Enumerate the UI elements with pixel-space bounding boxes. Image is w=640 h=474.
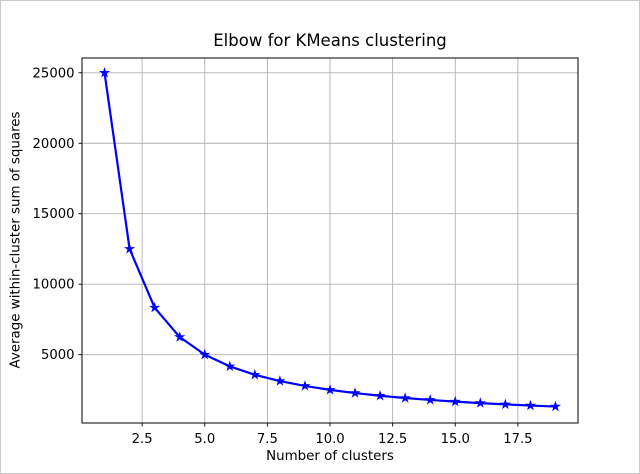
y-tick-label: 15000 (33, 207, 75, 222)
star-marker (349, 387, 361, 398)
star-marker (299, 380, 311, 391)
star-marker (174, 331, 186, 342)
star-marker (474, 397, 486, 408)
y-tick-labels: 5000 10000 15000 20000 25000 (33, 66, 75, 363)
x-tick-label: 12.5 (378, 432, 407, 447)
x-tick-label: 2.5 (132, 432, 153, 447)
star-marker (224, 360, 236, 372)
tick-marks (78, 72, 519, 427)
x-tick-label: 7.5 (257, 432, 278, 447)
x-tick-label: 17.5 (503, 432, 532, 447)
x-tick-label: 10.0 (315, 432, 344, 447)
y-axis-label: Average within-cluster sum of squares (8, 111, 24, 369)
star-marker (324, 384, 336, 395)
y-tick-label: 5000 (41, 348, 75, 363)
x-tick-labels: 2.5 5.0 7.5 10.0 12.5 15.0 17.5 (132, 432, 533, 447)
star-marker (274, 375, 286, 386)
star-marker (424, 394, 436, 405)
y-tick-label: 25000 (33, 66, 75, 81)
x-tick-label: 5.0 (194, 432, 215, 447)
x-axis-label: Number of clusters (266, 449, 394, 464)
star-marker (124, 243, 136, 254)
star-marker (374, 389, 386, 401)
star-marker (99, 67, 111, 78)
y-tick-label: 20000 (33, 137, 75, 152)
star-marker (449, 395, 461, 407)
star-marker (149, 301, 161, 313)
star-marker (249, 368, 261, 380)
star-marker (499, 398, 511, 410)
y-tick-label: 10000 (33, 278, 75, 293)
x-tick-label: 15.0 (441, 432, 470, 447)
star-marker (524, 399, 536, 411)
series-markers (99, 67, 561, 412)
chart-title: Elbow for KMeans clustering (213, 31, 447, 50)
grid-lines (82, 58, 578, 423)
star-marker (399, 392, 411, 403)
star-marker (549, 400, 561, 412)
star-marker (199, 348, 211, 360)
